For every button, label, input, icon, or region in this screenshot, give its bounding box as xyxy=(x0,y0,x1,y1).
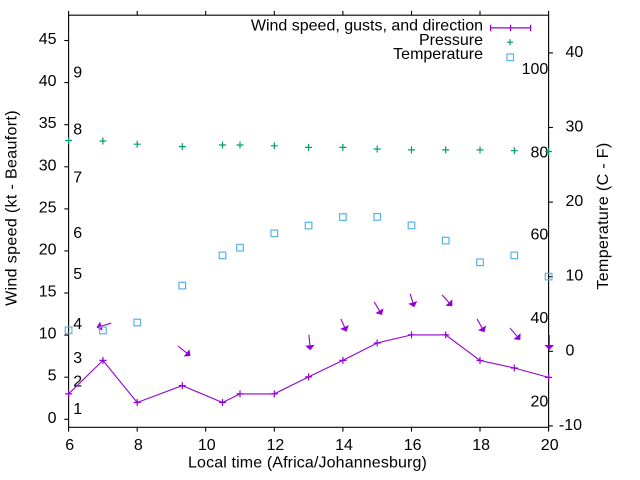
svg-text:Wind speed, gusts, and directi: Wind speed, gusts, and direction xyxy=(251,18,483,35)
svg-text:100: 100 xyxy=(522,61,549,78)
svg-text:10: 10 xyxy=(39,326,57,343)
svg-text:5: 5 xyxy=(73,266,82,283)
svg-text:80: 80 xyxy=(531,144,549,161)
svg-text:0: 0 xyxy=(566,342,575,359)
svg-text:45: 45 xyxy=(39,31,57,48)
svg-text:-10: -10 xyxy=(559,417,582,434)
svg-text:20: 20 xyxy=(541,437,559,454)
svg-text:4: 4 xyxy=(73,316,82,333)
svg-text:Pressure: Pressure xyxy=(419,32,483,49)
svg-text:2: 2 xyxy=(73,374,82,391)
svg-text:25: 25 xyxy=(39,199,57,216)
svg-text:Temperature (C - F): Temperature (C - F) xyxy=(595,142,612,289)
svg-text:5: 5 xyxy=(48,368,57,385)
svg-text:3: 3 xyxy=(73,350,82,367)
svg-text:20: 20 xyxy=(531,394,549,411)
svg-text:8: 8 xyxy=(134,437,143,454)
svg-text:7: 7 xyxy=(73,170,82,187)
svg-text:15: 15 xyxy=(39,284,57,301)
svg-text:60: 60 xyxy=(531,227,549,244)
svg-text:6: 6 xyxy=(73,225,82,242)
svg-text:12: 12 xyxy=(267,437,285,454)
svg-text:40: 40 xyxy=(531,310,549,327)
svg-text:Temperature: Temperature xyxy=(393,46,483,63)
svg-text:6: 6 xyxy=(65,437,74,454)
svg-text:18: 18 xyxy=(472,437,490,454)
svg-text:40: 40 xyxy=(566,44,584,61)
svg-text:1: 1 xyxy=(73,401,82,418)
svg-text:9: 9 xyxy=(73,65,82,82)
svg-text:16: 16 xyxy=(404,437,422,454)
svg-text:10: 10 xyxy=(566,268,584,285)
svg-text:20: 20 xyxy=(566,193,584,210)
svg-text:14: 14 xyxy=(335,437,353,454)
svg-text:30: 30 xyxy=(566,119,584,136)
svg-text:8: 8 xyxy=(73,122,82,139)
svg-text:10: 10 xyxy=(198,437,216,454)
svg-text:30: 30 xyxy=(39,157,57,174)
svg-text:Wind speed (kt - Beaufort): Wind speed (kt - Beaufort) xyxy=(4,110,21,306)
svg-text:35: 35 xyxy=(39,115,57,132)
svg-text:0: 0 xyxy=(48,410,57,427)
svg-text:40: 40 xyxy=(39,73,57,90)
svg-text:20: 20 xyxy=(39,241,57,258)
svg-text:Local time (Africa/Johannesbur: Local time (Africa/Johannesburg) xyxy=(188,454,427,471)
